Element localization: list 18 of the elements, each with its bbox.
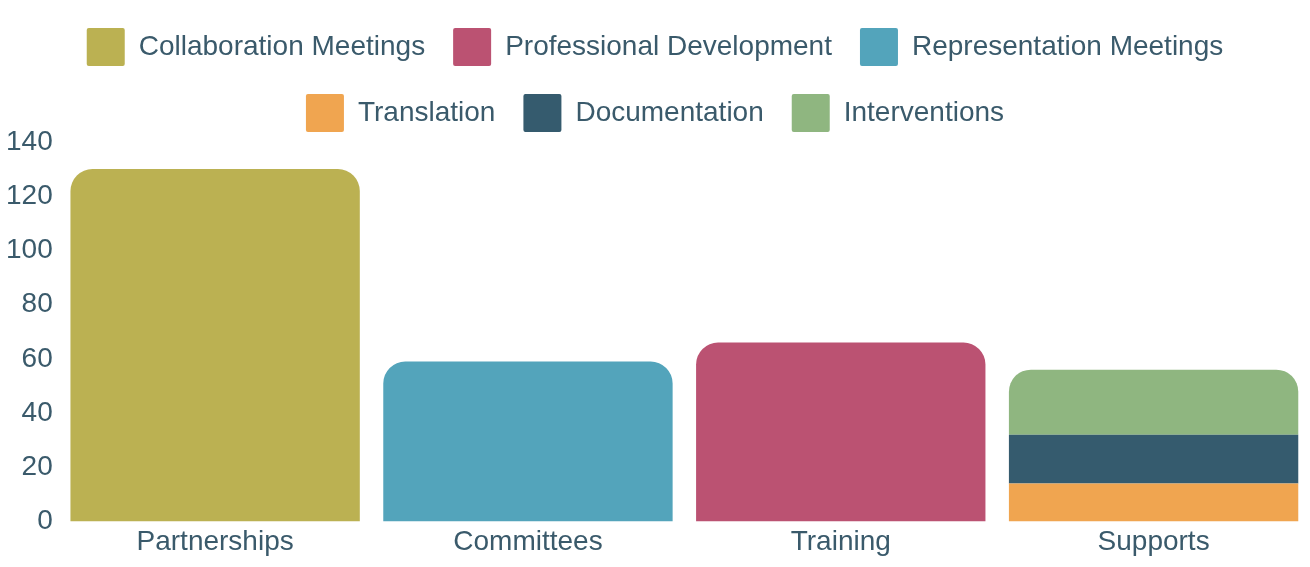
y-tick-label: 60 [21,341,53,373]
y-tick-label: 40 [21,395,53,427]
legend-label: Representation Meetings [911,29,1224,61]
y-tick-label: 0 [37,504,53,536]
x-tick-label: Training [790,524,891,556]
y-tick-label: 120 [6,178,53,210]
x-tick-label: Partnerships [136,524,294,556]
legend-label: Translation [357,95,496,127]
legend-label: Interventions [843,95,1005,127]
legend-label: Collaboration Meetings [138,29,426,61]
legend-label: Professional Development [505,29,833,61]
y-tick-label: 100 [6,233,53,265]
y-tick-label: 80 [21,287,53,319]
y-tick-label: 140 [6,124,53,156]
x-tick-label: Committees [453,524,603,556]
y-tick-label: 20 [21,449,53,481]
legend-label: Documentation [575,95,764,127]
x-tick-label: Supports [1097,524,1210,556]
